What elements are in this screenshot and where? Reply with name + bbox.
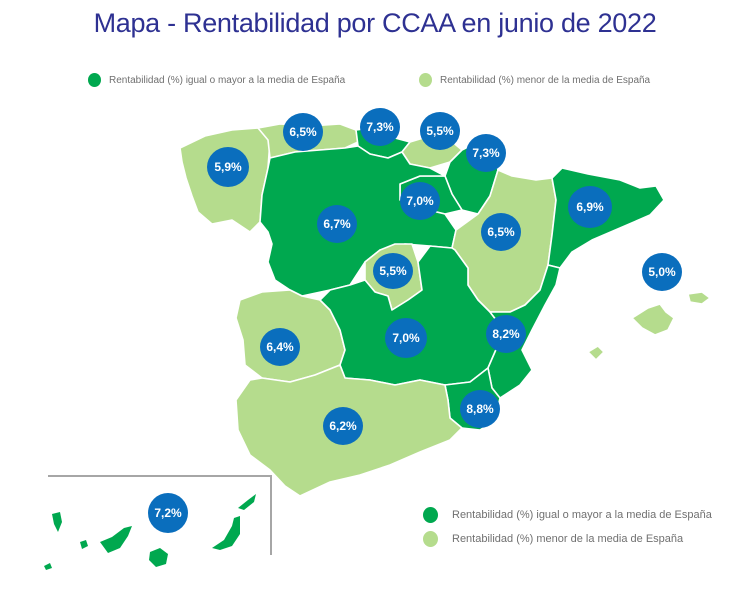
value-bubble-andalucia: 6,2%: [323, 407, 363, 445]
legend-item-above-top: Rentabilidad (%) igual o mayor a la medi…: [88, 73, 345, 87]
legend-label: Rentabilidad (%) igual o mayor a la medi…: [452, 509, 712, 521]
page-title: Mapa - Rentabilidad por CCAA en junio de…: [93, 8, 657, 38]
value-bubble-asturias: 6,5%: [283, 113, 323, 151]
value-bubble-navarra: 7,3%: [466, 134, 506, 172]
region-menorca: [687, 291, 711, 305]
legend-label: Rentabilidad (%) igual o mayor a la medi…: [109, 74, 346, 86]
region-mallorca: [631, 303, 675, 336]
legend-swatch-above: [88, 73, 101, 87]
legend-label: Rentabilidad (%) menor de la media de Es…: [452, 533, 684, 545]
value-bubble-la-rioja: 7,0%: [400, 182, 440, 220]
region-ibiza: [587, 345, 605, 361]
value-bubble-murcia: 8,8%: [460, 390, 500, 428]
region-canarias-gomera: [80, 540, 88, 549]
legend-item-below-top: Rentabilidad (%) menor de la media de Es…: [419, 73, 650, 87]
region-canarias-grancanaria: [149, 548, 168, 567]
legend-label: Rentabilidad (%) menor de la media de Es…: [440, 74, 651, 86]
value-bubble-cataluna: 6,9%: [568, 186, 612, 228]
value-bubble-baleares: 5,0%: [642, 253, 682, 291]
region-canarias-fuerteventura: [212, 516, 240, 550]
value-bubble-aragon: 6,5%: [481, 213, 521, 251]
value-bubble-canarias: 7,2%: [148, 493, 188, 533]
legend-item-below-bottom: Rentabilidad (%) menor de la media de Es…: [423, 531, 683, 547]
legend-swatch-above: [423, 507, 438, 523]
value-bubble-cantabria: 7,3%: [360, 108, 400, 146]
value-bubble-castilla-la-mancha: 7,0%: [385, 318, 427, 358]
value-bubble-castilla-leon: 6,7%: [317, 205, 357, 243]
legend-item-above-bottom: Rentabilidad (%) igual o mayor a la medi…: [423, 507, 712, 523]
legend-swatch-below: [419, 73, 432, 87]
region-canarias-hierro: [44, 563, 52, 570]
region-canarias-tenerife: [100, 526, 132, 553]
canarias-inset-frame: [48, 475, 272, 555]
value-bubble-madrid: 5,5%: [373, 253, 413, 289]
value-bubble-pais-vasco: 5,5%: [420, 112, 460, 150]
region-canarias-lanzarote: [238, 494, 256, 510]
value-bubble-valenciana: 8,2%: [486, 315, 526, 353]
legend-swatch-below: [423, 531, 438, 547]
value-bubble-extremadura: 6,4%: [260, 328, 300, 366]
value-bubble-galicia: 5,9%: [207, 147, 249, 187]
region-canarias-lapalma: [52, 512, 62, 532]
